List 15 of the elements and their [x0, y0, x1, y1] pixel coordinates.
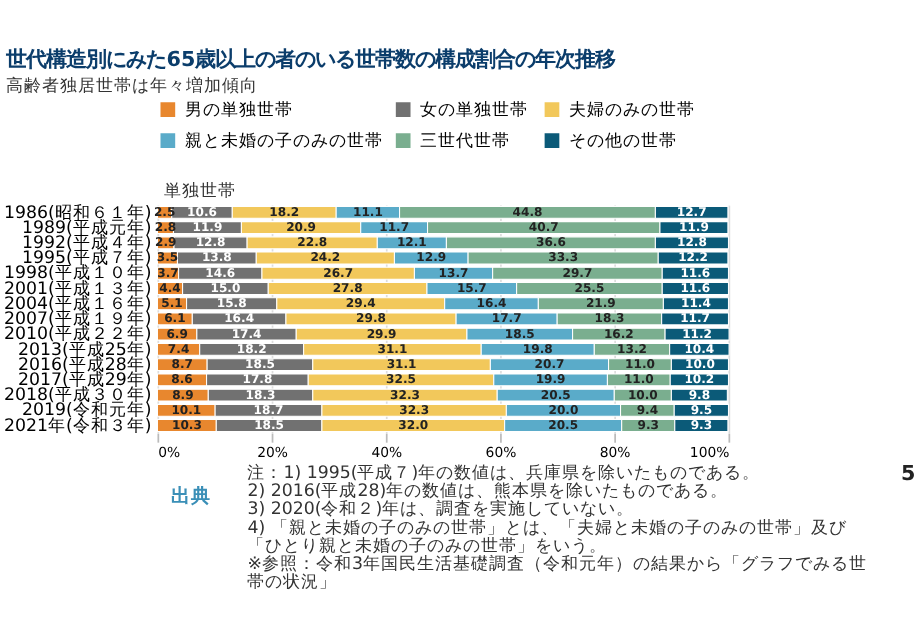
text: 5 [900, 461, 916, 486]
legend-label: 夫婦のみの世帯 [569, 98, 696, 121]
text: 単独世帯 [164, 180, 237, 203]
text: 出典 [171, 484, 212, 509]
chart-title: 世代構造別にみた65歳以上の者のいる世帯数の構成割合の年次推移 [4, 48, 616, 73]
text: ※参照：令和3年国民生活基礎調査（令和元年）の結果から「グラフでみる世帯の状況」 [247, 552, 867, 594]
text: 4) 「親と未婚の子のみの世帯」とは、「夫婦と未婚の子のみの世帯」及び「ひとり親と未婚の子のみの世帯」をいう。 [247, 516, 849, 557]
text: 3) 2020(令和２)年は、調査を実施していない。 [247, 498, 635, 521]
legend-label: 三世代世帯 [420, 129, 511, 152]
text: 注：1) 1995(平成７)年の数値は、兵庫県を除いたものである。 [247, 462, 761, 485]
legend-label: 男の単独世帯 [185, 98, 294, 121]
legend-label: 女の単独世帯 [420, 98, 529, 121]
legend-label: 親と未婚の子のみの世帯 [185, 129, 384, 152]
legend-label: その他の世帯 [569, 129, 678, 152]
chart-subtitle: 高齢者独居世帯は年々増加傾向 [6, 74, 259, 97]
